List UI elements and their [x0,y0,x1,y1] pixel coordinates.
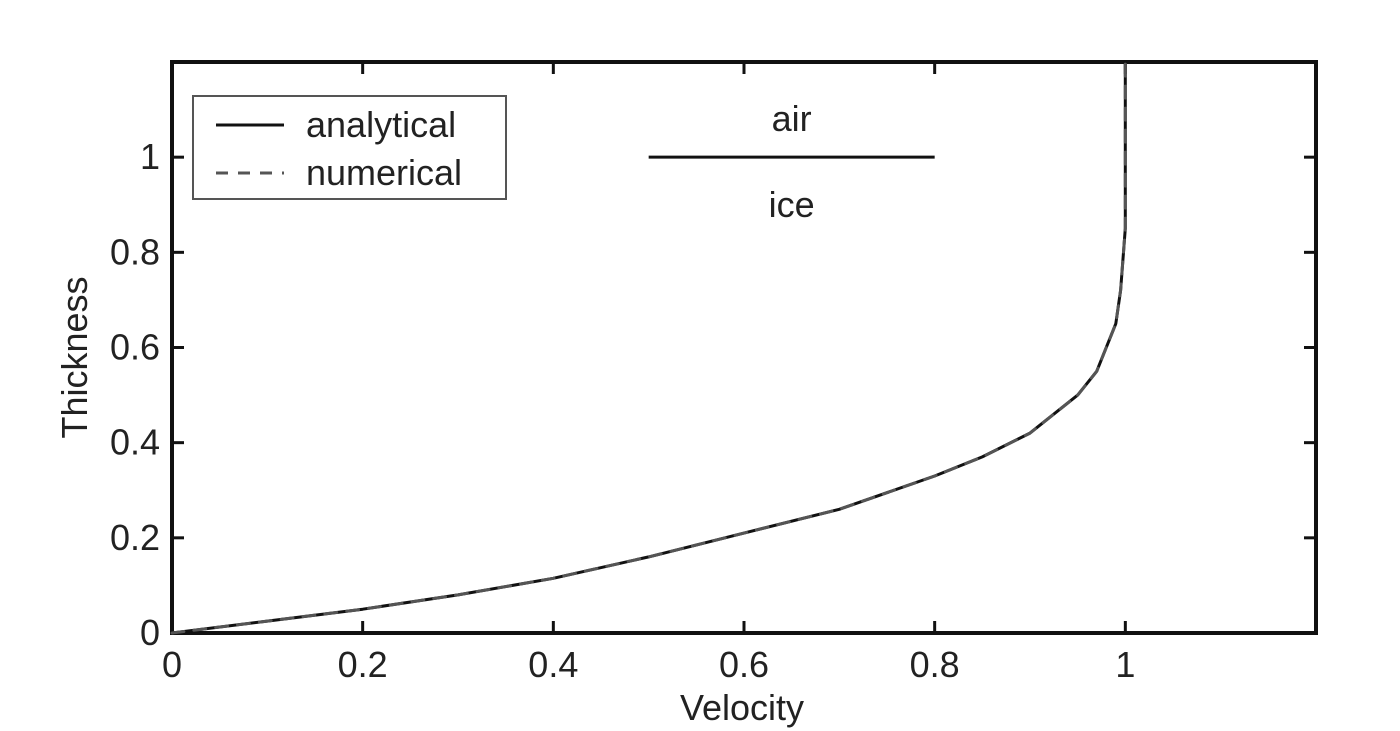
y-tick-label: 0.4 [110,422,160,463]
y-tick-label: 1 [140,136,160,177]
x-tick-label: 0 [162,644,182,685]
x-tick-label: 0.4 [528,644,578,685]
legend-label-numerical: numerical [306,152,462,193]
x-tick-label: 1 [1115,644,1135,685]
legend-box [192,95,507,200]
air-label: air [772,98,812,139]
y-tick-label: 0 [140,612,160,653]
y-axis-ticks: 0 0.2 0.4 0.6 0.8 1 [110,136,1316,653]
y-axis-title: Thickness [54,276,95,438]
y-tick-label: 0.8 [110,231,160,272]
legend: analytical numerical [192,95,507,200]
y-tick-label: 0.2 [110,517,160,558]
x-tick-label: 0.6 [719,644,769,685]
x-tick-label: 0.2 [338,644,388,685]
legend-label-analytical: analytical [306,104,456,145]
y-tick-label: 0.6 [110,327,160,368]
x-axis-title: Velocity [680,687,804,728]
series-layer [170,60,1127,635]
ice-label: ice [769,184,815,225]
series-line-numerical [170,60,1127,635]
x-axis-ticks: 0 0.2 0.4 0.6 0.8 1 [162,62,1135,685]
x-tick-label: 0.8 [910,644,960,685]
